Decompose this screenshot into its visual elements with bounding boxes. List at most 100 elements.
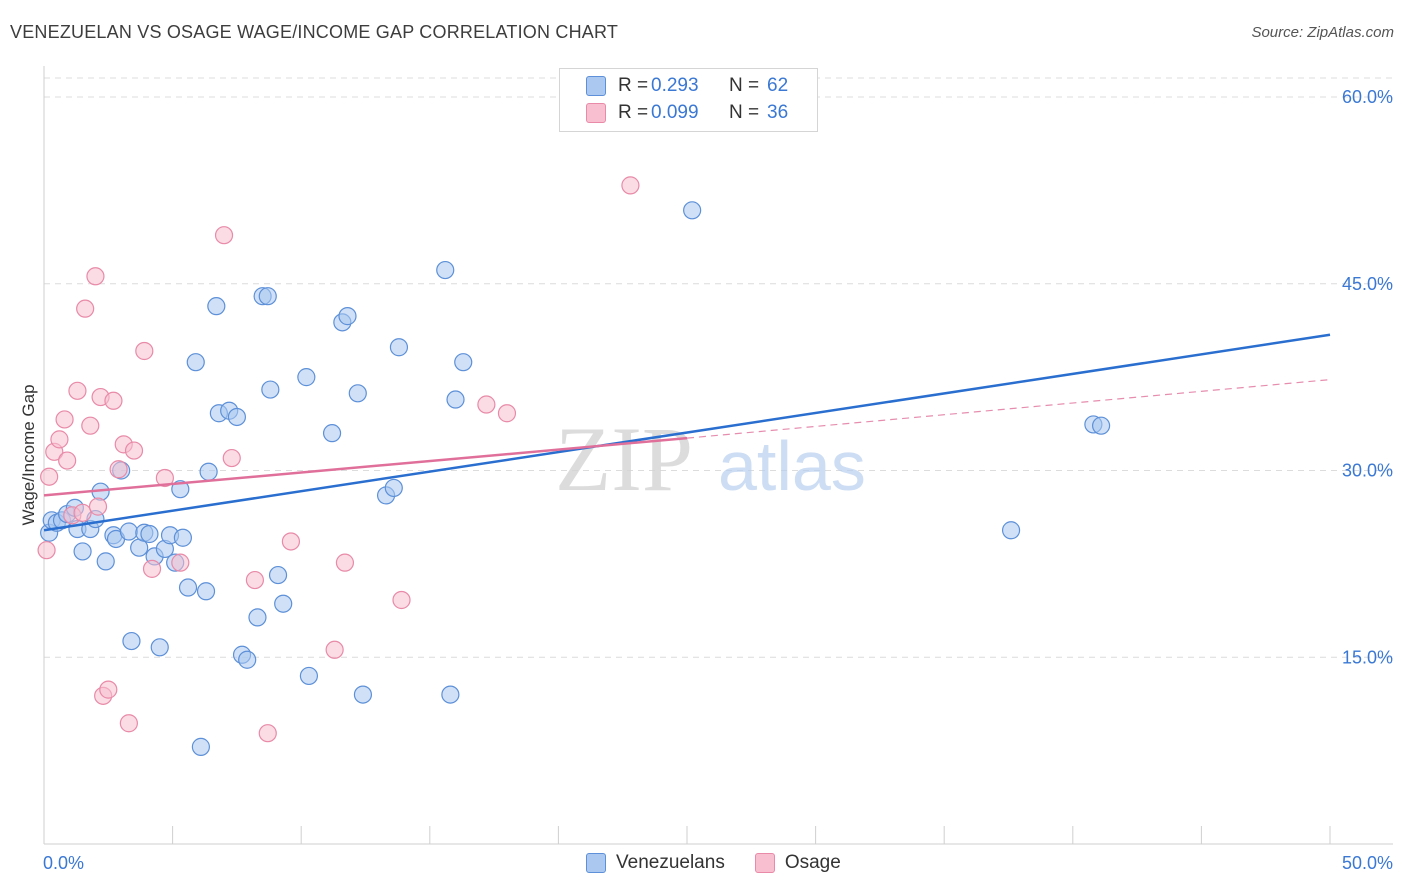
- venezuelan-point: [348, 384, 367, 403]
- series-legend-osage: Osage: [754, 852, 841, 874]
- venezuelan-point: [322, 424, 342, 443]
- venezuelan-point: [186, 353, 205, 372]
- osage-point: [86, 267, 105, 286]
- series-legend: Venezuelans Osage: [586, 852, 871, 874]
- x-tick-label-max: 50.0%: [1342, 853, 1393, 873]
- series-label: Venezuelans: [616, 852, 725, 873]
- watermark-atlas: atlas: [718, 427, 866, 505]
- osage-point: [119, 714, 138, 733]
- osage-point: [81, 416, 100, 435]
- osage-point: [214, 226, 234, 245]
- osage-point: [325, 640, 344, 659]
- x-tick-label-min: 0.0%: [43, 853, 84, 873]
- venezuelan-point: [683, 201, 702, 220]
- chart-title: VENEZUELAN VS OSAGE WAGE/INCOME GAP CORR…: [10, 22, 619, 42]
- osage-point: [88, 497, 108, 516]
- venezuelan-point: [199, 462, 218, 481]
- y-tick-label: 45.0%: [1342, 274, 1393, 294]
- venezuelan-point: [150, 638, 169, 657]
- y-axis-title: Wage/Income Gap: [19, 384, 38, 525]
- osage-point: [50, 430, 69, 449]
- osage-point: [104, 391, 123, 410]
- osage-point: [135, 341, 154, 361]
- osage-trendline: [43, 436, 688, 497]
- series-swatch-blue: [586, 853, 606, 873]
- venezuelan-point: [73, 542, 92, 561]
- watermark: ZIP atlas: [555, 408, 866, 510]
- venezuelan-point: [227, 407, 246, 427]
- osage-point: [281, 532, 301, 551]
- osage-point: [621, 176, 640, 195]
- venezuelan-point: [268, 565, 288, 585]
- grid-layer: [44, 77, 1393, 658]
- venezuelan-point: [297, 368, 316, 387]
- trend-layer: [43, 333, 1331, 532]
- osage-point: [171, 553, 190, 572]
- osage-point: [109, 460, 128, 479]
- venezuelan-point: [436, 260, 455, 280]
- osage-point: [335, 553, 355, 572]
- venezuelan-point: [384, 478, 403, 498]
- venezuelan-point: [196, 582, 216, 601]
- venezuelan-point: [353, 685, 373, 704]
- osage-point: [258, 724, 277, 743]
- venezuelan-point: [238, 650, 257, 669]
- venezuelan-point: [389, 338, 409, 357]
- osage-point: [68, 381, 87, 400]
- venezuelan-point: [122, 631, 141, 651]
- legend-row-venezuelans: R = 0.293 N = 62: [586, 73, 788, 99]
- source-label: Source: ZipAtlas.com: [1251, 24, 1394, 41]
- venezuelan-point: [274, 594, 293, 613]
- watermark-zip: ZIP: [555, 408, 693, 510]
- venezuelan-point: [207, 297, 226, 316]
- osage-point: [245, 570, 265, 590]
- legend-row-osage: R = 0.099 N = 36: [586, 100, 788, 126]
- venezuelan-point: [441, 685, 460, 704]
- axis-layer: 15.0% 30.0% 45.0% 60.0%: [43, 66, 1393, 845]
- venezuelan-point: [454, 353, 473, 372]
- points-layer: [37, 176, 1111, 756]
- y-tick-label: 15.0%: [1342, 647, 1393, 667]
- legend-swatch-pink: [586, 103, 606, 123]
- venezuelan-point: [446, 390, 465, 409]
- osage-point: [40, 467, 59, 486]
- legend-swatch-blue: [586, 76, 606, 96]
- venezuelan-point: [191, 737, 210, 756]
- venezuelan-point: [171, 480, 190, 499]
- venezuelan-point: [261, 380, 280, 399]
- osage-point: [477, 395, 496, 414]
- legend-r-value: 0.099: [651, 102, 699, 123]
- venezuelan-trendline: [43, 333, 1331, 532]
- osage-point: [497, 404, 517, 423]
- venezuelan-point: [1001, 521, 1021, 540]
- osage-trendline-extension: [686, 379, 1331, 439]
- venezuelan-point: [248, 608, 267, 627]
- legend-n-label: N =: [729, 102, 760, 123]
- legend-n-label: N =: [729, 75, 760, 96]
- venezuelan-point: [140, 524, 159, 544]
- osage-point: [99, 680, 118, 699]
- osage-point: [37, 541, 56, 560]
- series-label: Osage: [784, 852, 841, 873]
- venezuelan-point: [258, 287, 277, 306]
- legend-r-label: R =: [618, 75, 649, 96]
- venezuelan-point: [96, 552, 115, 571]
- series-legend-venezuelans: Venezuelans: [586, 852, 725, 874]
- legend-r-label: R =: [618, 102, 649, 123]
- osage-point: [222, 448, 241, 468]
- osage-point: [55, 410, 74, 429]
- osage-point: [73, 503, 92, 522]
- venezuelan-point: [338, 307, 357, 326]
- legend-r-value: 0.293: [651, 75, 699, 96]
- osage-point: [142, 559, 162, 578]
- series-swatch-pink: [754, 853, 775, 873]
- osage-point: [392, 590, 411, 610]
- venezuelan-point: [119, 522, 138, 541]
- correlation-legend: R = 0.293 N = 62 R = 0.099 N = 36: [559, 68, 818, 132]
- legend-n-value: 62: [767, 75, 789, 96]
- y-tick-label: 60.0%: [1342, 87, 1393, 107]
- venezuelan-point: [299, 666, 319, 686]
- legend-n-value: 36: [767, 102, 789, 123]
- osage-point: [58, 451, 77, 470]
